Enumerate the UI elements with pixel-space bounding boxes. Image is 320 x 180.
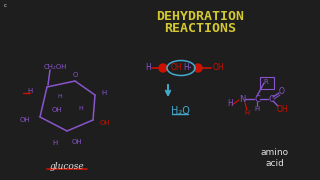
- Text: R: R: [264, 79, 268, 85]
- Text: OH: OH: [52, 107, 62, 113]
- Text: C: C: [254, 94, 260, 103]
- Text: N: N: [239, 94, 245, 103]
- Text: OH: OH: [100, 120, 111, 126]
- Text: O: O: [72, 72, 78, 78]
- Text: OH: OH: [170, 64, 182, 73]
- Text: OH: OH: [20, 117, 30, 123]
- Text: H: H: [227, 98, 233, 107]
- Circle shape: [194, 64, 202, 72]
- Text: OH: OH: [212, 64, 224, 73]
- Text: H: H: [254, 106, 260, 112]
- Text: CH₂OH: CH₂OH: [43, 64, 67, 70]
- Text: H: H: [145, 64, 151, 73]
- Text: H: H: [101, 90, 106, 96]
- Text: H₂O: H₂O: [171, 106, 189, 116]
- Text: glucose: glucose: [50, 162, 84, 171]
- Text: O: O: [279, 87, 285, 96]
- Text: H: H: [244, 110, 250, 116]
- Text: OH: OH: [72, 139, 82, 145]
- Text: c: c: [4, 3, 7, 8]
- Text: H-: H-: [184, 64, 192, 73]
- Text: amino
acid: amino acid: [261, 148, 289, 168]
- Text: H: H: [28, 88, 33, 94]
- Circle shape: [159, 64, 167, 72]
- Text: OH: OH: [276, 105, 288, 114]
- Text: H: H: [52, 140, 58, 146]
- Text: DEHYDRATION: DEHYDRATION: [156, 10, 244, 23]
- Text: H: H: [58, 94, 62, 100]
- Text: C: C: [268, 94, 274, 103]
- Text: H: H: [79, 105, 84, 111]
- Text: REACTIONS: REACTIONS: [164, 22, 236, 35]
